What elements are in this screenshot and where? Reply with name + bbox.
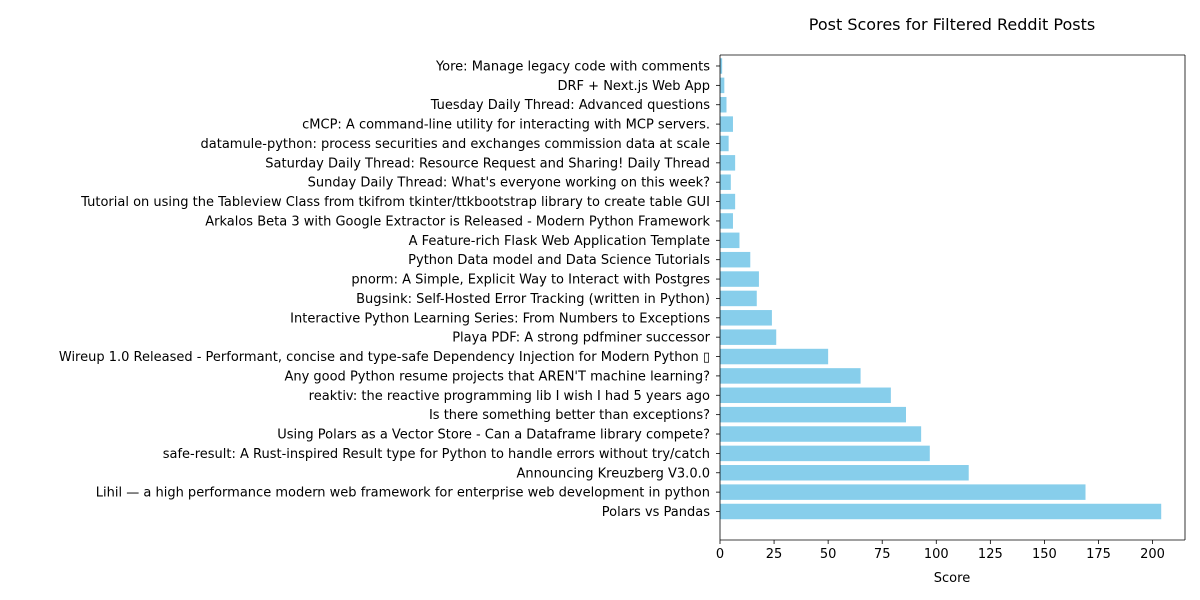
bar <box>720 406 906 423</box>
chart-title: Post Scores for Filtered Reddit Posts <box>809 15 1095 34</box>
bar <box>720 174 731 190</box>
bar <box>720 251 751 268</box>
bars <box>720 58 1162 520</box>
y-tick-label: Wireup 1.0 Released - Performant, concis… <box>59 350 710 365</box>
bar <box>720 271 759 287</box>
bar <box>720 155 736 171</box>
x-tick-label: 125 <box>978 547 1003 562</box>
bar <box>720 193 736 210</box>
y-tick-label: datamule-python: process securities and … <box>201 137 711 152</box>
y-tick-label: Tutorial on using the Tableview Class fr… <box>80 195 710 210</box>
y-tick-label: Lihil — a high performance modern web fr… <box>96 486 710 501</box>
x-tick-label: 150 <box>1032 547 1057 562</box>
y-tick-label: Polars vs Pandas <box>602 505 710 520</box>
bar <box>720 77 725 94</box>
y-tick-label: reaktiv: the reactive programming lib I … <box>309 389 710 404</box>
y-tick-label: Python Data model and Data Science Tutor… <box>408 253 710 268</box>
bar <box>720 329 777 345</box>
bar <box>720 116 733 132</box>
y-tick-label: Sunday Daily Thread: What's everyone wor… <box>308 176 710 191</box>
y-tick-label: safe-result: A Rust-inspired Result type… <box>163 447 710 462</box>
y-tick-label: Playa PDF: A strong pdfminer successor <box>452 331 710 346</box>
y-tick-label: Yore: Manage legacy code with comments <box>435 59 710 74</box>
x-tick-label: 200 <box>1140 547 1165 562</box>
y-tick-label: Tuesday Daily Thread: Advanced questions <box>430 98 711 113</box>
y-tick-label: cMCP: A command-line utility for interac… <box>302 118 710 133</box>
x-tick-label: 50 <box>820 547 837 562</box>
bar <box>720 135 729 152</box>
bar <box>720 445 930 462</box>
y-tick-label: Announcing Kreuzberg V3.0.0 <box>516 466 710 481</box>
x-tick-label: 0 <box>716 547 724 562</box>
bar <box>720 310 772 326</box>
y-tick-label: DRF + Next.js Web App <box>558 79 710 94</box>
axes-frame <box>719 54 1186 541</box>
bar <box>720 96 727 113</box>
y-tick-label: Any good Python resume projects that ARE… <box>284 369 710 384</box>
x-tick-label: 75 <box>874 547 891 562</box>
x-axis-label: Score <box>934 571 970 586</box>
y-tick-label: Is there something better than exception… <box>429 408 710 423</box>
y-tick-label: Using Polars as a Vector Store - Can a D… <box>277 428 710 443</box>
y-tick-label: A Feature-rich Flask Web Application Tem… <box>409 234 710 249</box>
bar <box>720 232 740 249</box>
y-axis-ticks: Polars vs Pandas Lihil — a high performan… <box>59 59 720 520</box>
bar <box>720 503 1162 520</box>
bar <box>720 213 733 229</box>
bar <box>720 348 829 365</box>
y-tick-label: Bugsink: Self-Hosted Error Tracking (wri… <box>356 292 710 307</box>
bar <box>720 484 1086 500</box>
bar <box>720 290 757 307</box>
x-tick-label: 175 <box>1086 547 1111 562</box>
x-tick-label: 100 <box>924 547 949 562</box>
y-tick-label: Interactive Python Learning Series: From… <box>290 311 710 326</box>
x-axis-ticks: 0 25 50 75 100 125 150 175 200 <box>716 540 1165 562</box>
bar <box>720 426 922 442</box>
bar <box>720 58 723 74</box>
bar <box>720 387 891 404</box>
bar <box>720 368 861 384</box>
y-tick-label: pnorm: A Simple, Explicit Way to Interac… <box>351 273 710 288</box>
y-tick-label: Arkalos Beta 3 with Google Extractor is … <box>205 214 710 229</box>
bar <box>720 465 969 481</box>
y-tick-label: Saturday Daily Thread: Resource Request … <box>265 156 710 171</box>
x-tick-label: 25 <box>766 547 783 562</box>
